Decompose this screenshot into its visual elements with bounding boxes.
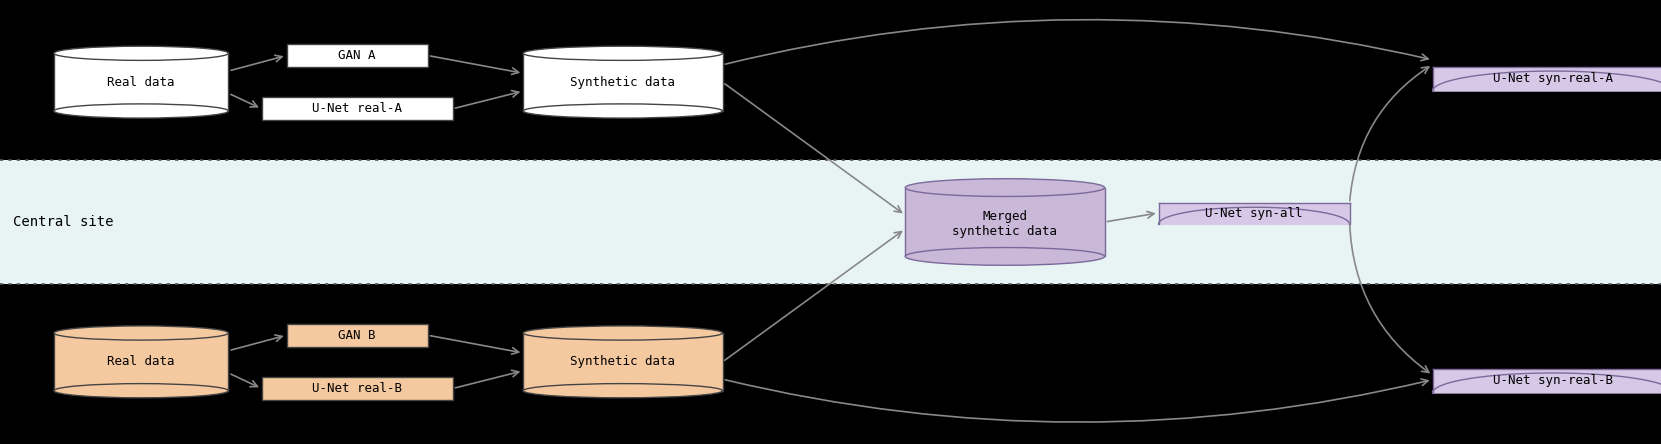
Ellipse shape <box>523 384 723 398</box>
Text: Real data: Real data <box>108 355 174 369</box>
Ellipse shape <box>53 384 229 398</box>
Bar <box>523 53 723 111</box>
Bar <box>55 53 229 111</box>
Ellipse shape <box>523 326 723 340</box>
Text: U-Net syn-real-A: U-Net syn-real-A <box>1493 72 1613 85</box>
Text: GAN B: GAN B <box>339 329 375 342</box>
Text: U-Net real-A: U-Net real-A <box>312 102 402 115</box>
Ellipse shape <box>53 46 229 60</box>
Text: U-Net real-B: U-Net real-B <box>312 382 402 395</box>
Bar <box>523 333 723 391</box>
Ellipse shape <box>523 104 723 118</box>
Text: Merged: Merged <box>982 210 1028 223</box>
Ellipse shape <box>905 248 1105 265</box>
Bar <box>1433 67 1661 91</box>
Ellipse shape <box>523 46 723 60</box>
Bar <box>1159 203 1349 224</box>
Text: GAN A: GAN A <box>339 49 375 62</box>
Text: Real data: Real data <box>108 75 174 89</box>
FancyBboxPatch shape <box>262 97 452 120</box>
Polygon shape <box>1159 207 1349 224</box>
Ellipse shape <box>53 104 229 118</box>
Ellipse shape <box>905 179 1105 196</box>
Bar <box>905 187 1105 257</box>
FancyBboxPatch shape <box>286 44 429 67</box>
Bar <box>1433 369 1661 393</box>
Polygon shape <box>1433 373 1661 393</box>
Bar <box>55 333 229 391</box>
Text: Synthetic data: Synthetic data <box>570 355 676 369</box>
FancyBboxPatch shape <box>286 324 429 347</box>
FancyBboxPatch shape <box>262 377 452 400</box>
Polygon shape <box>1433 71 1661 91</box>
Text: U-Net syn-real-B: U-Net syn-real-B <box>1493 374 1613 387</box>
Text: Synthetic data: Synthetic data <box>570 75 676 89</box>
Text: synthetic data: synthetic data <box>952 225 1058 238</box>
Ellipse shape <box>53 326 229 340</box>
Bar <box>0 160 1661 284</box>
Text: Central site: Central site <box>13 215 115 229</box>
Text: U-Net syn-all: U-Net syn-all <box>1206 207 1302 220</box>
